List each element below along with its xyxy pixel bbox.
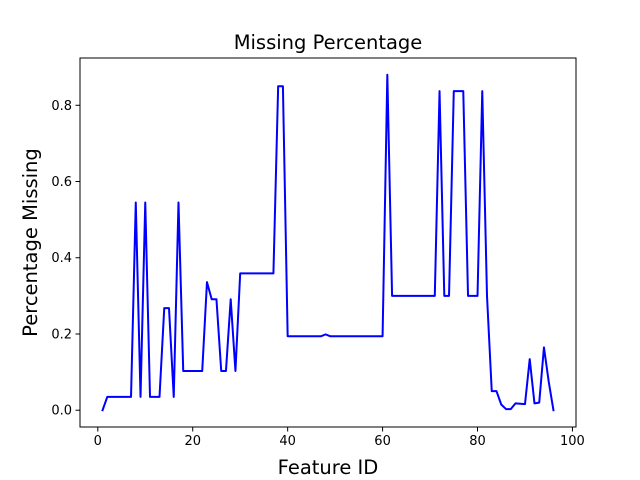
y-tick-label: 0.2 [51, 327, 72, 342]
x-tick-label: 40 [279, 434, 296, 449]
axis-ticks: 0 20 40 60 80 100 0.0 0.2 0.4 0.6 0.8 [51, 99, 585, 449]
x-tick-label: 60 [374, 434, 391, 449]
x-tick-label: 20 [184, 434, 201, 449]
chart-title: Missing Percentage [234, 31, 423, 54]
y-tick-label: 0.0 [51, 404, 72, 419]
x-axis-label: Feature ID [278, 456, 379, 479]
y-tick-label: 0.6 [51, 175, 72, 190]
x-tick-label: 0 [94, 434, 102, 449]
axes-frame [79, 57, 577, 428]
plot-area [101, 73, 555, 412]
y-tick-label: 0.4 [51, 251, 72, 266]
y-axis-label: Percentage Missing [19, 148, 42, 337]
series-line [101, 73, 555, 412]
y-tick-label: 0.8 [51, 99, 72, 114]
x-tick-label: 80 [469, 434, 486, 449]
x-tick-label: 100 [560, 434, 585, 449]
